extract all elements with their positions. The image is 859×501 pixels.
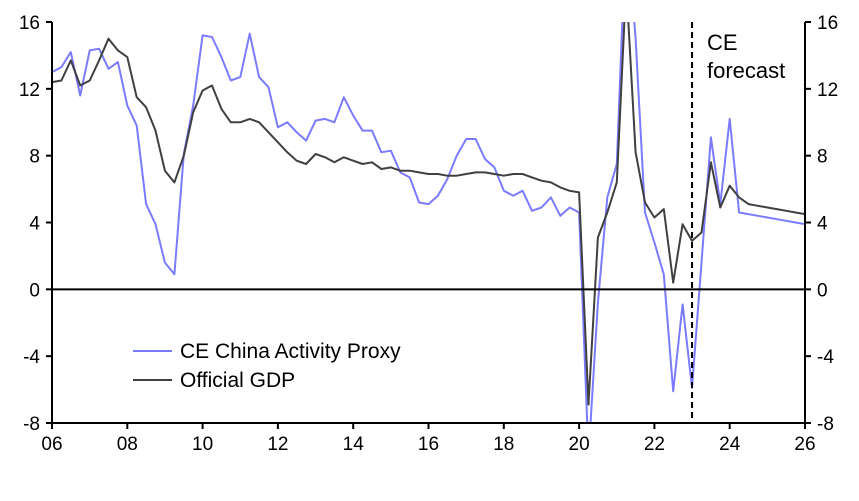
y-tick-label-right: 16 [817,13,838,34]
x-tick-label: 06 [41,434,62,455]
x-tick-label: 18 [493,434,514,455]
legend-label-gdp: Official GDP [180,369,295,392]
x-tick-label: 22 [644,434,665,455]
y-tick-label-right: -4 [817,347,834,368]
y-tick-label-right: 12 [817,80,838,101]
y-tick-label-right: 8 [817,147,828,168]
x-tick-label: 16 [418,434,439,455]
annotation-line-2: forecast [707,58,785,83]
series-line-1 [52,22,805,406]
axes-layer: -8 -8 -4 -4 0 0 4 4 8 8 12 12 16 16 06 08 10 12 14 16 18 20 22… [19,13,838,455]
annotation-line-1: CE [707,30,738,55]
x-tick-label: 20 [569,434,590,455]
y-tick-label-left: 8 [29,147,40,168]
x-tick-label: 24 [719,434,741,455]
y-tick-label-right: 0 [817,280,828,301]
x-tick-label: 10 [192,434,213,455]
series-line-0 [52,22,805,423]
y-tick-label-left: -8 [23,414,40,435]
y-tick-label-left: -4 [23,347,40,368]
y-tick-label-right: 4 [817,214,828,235]
y-tick-label-right: -8 [817,414,834,435]
legend: CE China Activity Proxy Official GDP [133,340,401,392]
y-tick-label-left: 0 [29,280,40,301]
series-layer [52,22,805,423]
y-tick-label-left: 16 [19,13,40,34]
legend-label-proxy: CE China Activity Proxy [180,340,401,363]
x-tick-label: 14 [343,434,365,455]
x-tick-label: 08 [117,434,138,455]
y-tick-label-left: 12 [19,80,40,101]
x-tick-label: 26 [794,434,815,455]
y-tick-label-left: 4 [29,214,40,235]
x-tick-label: 12 [267,434,288,455]
